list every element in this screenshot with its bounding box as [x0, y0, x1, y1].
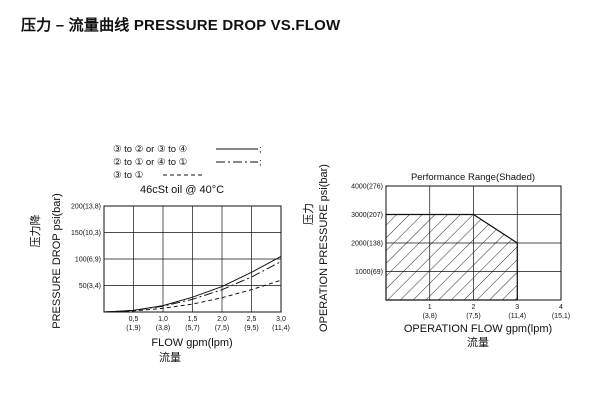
legend-separator: ; [259, 157, 262, 168]
x-tick-label: 4 [559, 304, 563, 311]
x-tick-label: 2,0 [217, 316, 227, 323]
x-tick-label: 2 [472, 304, 476, 311]
x-tick-label-metric: (1,9) [126, 325, 140, 332]
x-tick-label: 3,0 [276, 316, 286, 323]
x-axis-title: FLOW gpm(lpm) [151, 337, 232, 349]
x-tick-label-metric: (15,1) [552, 313, 570, 320]
y-tick-label: 3000(207) [351, 212, 383, 219]
x-tick-label-metric: (11,4) [508, 313, 526, 320]
performance-range-chart: 1 (3,8) 2 (7,5) 3 (11,4) 4 (15,1) 1000(69) 2000(1… [302, 164, 570, 349]
legend-label: ③ to ① [113, 170, 143, 181]
y-axis-title-cn: 压力降 [28, 215, 42, 248]
y-tick-label: 100(6,9) [75, 257, 101, 264]
x-tick-label-metric: (7,5) [466, 313, 480, 320]
y-tick-label: 50(3,4) [79, 283, 101, 290]
page-title: 压力 – 流量曲线 PRESSURE DROP VS.FLOW [21, 17, 341, 34]
x-tick-label-metric: (9,5) [244, 325, 258, 332]
x-axis-title-cn: 流量 [467, 335, 489, 349]
x-tick-label-metric: (5,7) [185, 325, 199, 332]
x-tick-label-metric: (11,4) [272, 325, 290, 332]
x-tick-label-metric: (3,8) [423, 313, 437, 320]
y-tick-label: 1000(69) [355, 269, 383, 276]
x-tick-label: 2,5 [247, 316, 257, 323]
y-axis-title: OPERATION PRESSURE psi(bar) [318, 164, 330, 332]
x-tick-label: 0,5 [129, 316, 139, 323]
x-tick-label: 1,5 [188, 316, 198, 323]
x-tick-label: 1,0 [158, 316, 168, 323]
y-tick-label: 150(10,3) [71, 230, 101, 237]
x-axis-title-cn: 流量 [159, 350, 181, 364]
legend-separator: ; [259, 144, 262, 155]
x-tick-label: 3 [515, 304, 519, 311]
x-tick-label: 1 [428, 304, 432, 311]
y-tick-label: 4000(276) [351, 184, 383, 191]
y-tick-label: 200(13,8) [71, 204, 101, 211]
y-axis-title: PRESSURE DROP psi(bar) [51, 193, 63, 329]
legend-label: ③ to ② or ③ to ④ [113, 144, 187, 155]
y-tick-label: 2000(138) [351, 241, 383, 248]
x-tick-label-metric: (7,5) [215, 325, 229, 332]
y-axis-title-cn: 压力 [302, 203, 315, 225]
series-line-dashed [103, 279, 282, 313]
shaded-performance-region [385, 213, 518, 301]
x-tick-label-metric: (3,8) [156, 325, 170, 332]
x-axis-title: OPERATION FLOW gpm(lpm) [404, 323, 552, 335]
legend-label: ② to ① or ④ to ① [113, 157, 187, 168]
chart-title: Performance Range(Shaded) [411, 172, 535, 183]
legend-condition: 46cSt oil @ 40°C [140, 184, 224, 196]
pressure-drop-chart: 0,5 (1,9) 1,0 (3,8) 1,5 (5,7) 2,0 (7,5) 2,5 (9,5)… [28, 144, 290, 364]
